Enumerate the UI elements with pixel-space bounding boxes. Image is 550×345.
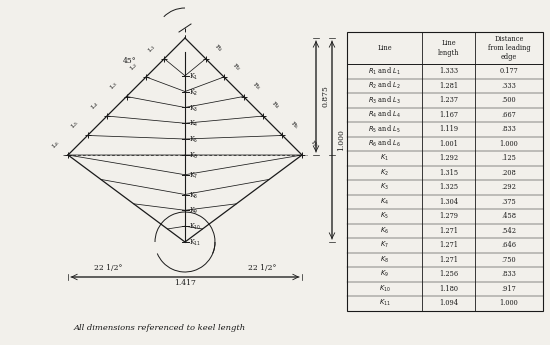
Text: 22 1/2°: 22 1/2° <box>94 264 122 272</box>
Text: $K_{9}$: $K_{9}$ <box>380 269 389 279</box>
Text: 1.304: 1.304 <box>439 198 458 206</box>
Text: L$_2$: L$_2$ <box>128 61 140 73</box>
Text: .833: .833 <box>502 270 516 278</box>
Text: R$_3$: R$_3$ <box>250 80 262 92</box>
Text: $K_{10}$: $K_{10}$ <box>378 284 390 294</box>
Text: K$_3$: K$_3$ <box>189 104 199 114</box>
Text: 1.167: 1.167 <box>439 111 458 119</box>
Text: R$_5$: R$_5$ <box>288 119 301 131</box>
Text: K$_9$: K$_9$ <box>189 206 199 216</box>
Text: R$_1$: R$_1$ <box>212 42 224 55</box>
Text: 1.315: 1.315 <box>439 169 458 177</box>
Text: 1.000: 1.000 <box>499 140 518 148</box>
Text: 1.237: 1.237 <box>439 96 458 104</box>
Text: 1.000: 1.000 <box>499 299 518 307</box>
Text: 1.325: 1.325 <box>439 183 458 191</box>
Text: $R_{6}$ and $L_{6}$: $R_{6}$ and $L_{6}$ <box>368 138 401 149</box>
Text: $K_{11}$: $K_{11}$ <box>378 298 390 308</box>
Text: R$_2$: R$_2$ <box>230 60 243 73</box>
Text: $R_{4}$ and $L_{4}$: $R_{4}$ and $L_{4}$ <box>368 109 401 120</box>
Text: 1.279: 1.279 <box>439 212 458 220</box>
Text: $K_{2}$: $K_{2}$ <box>380 168 389 178</box>
Text: 0.177: 0.177 <box>499 67 518 75</box>
Text: 45°: 45° <box>123 57 137 65</box>
Text: 1.180: 1.180 <box>439 285 458 293</box>
Text: K$_2$: K$_2$ <box>189 87 199 98</box>
Text: 1.000: 1.000 <box>337 129 345 151</box>
Text: L$_5$: L$_5$ <box>69 119 81 131</box>
Text: 1.281: 1.281 <box>439 82 458 90</box>
Text: K$_7$: K$_7$ <box>189 171 199 181</box>
Text: K$_1$: K$_1$ <box>189 72 199 82</box>
Text: 1.001: 1.001 <box>439 140 458 148</box>
Text: All dimensions referenced to keel length: All dimensions referenced to keel length <box>74 324 246 332</box>
Text: .833: .833 <box>502 125 516 133</box>
Text: .125: .125 <box>502 154 516 162</box>
Text: 1.256: 1.256 <box>439 270 458 278</box>
Text: .500: .500 <box>502 96 516 104</box>
Text: 1.292: 1.292 <box>439 154 458 162</box>
Text: 1.333: 1.333 <box>439 67 458 75</box>
Bar <box>347 32 543 310</box>
Text: $K_{1}$: $K_{1}$ <box>380 153 389 163</box>
Text: 1.271: 1.271 <box>439 241 458 249</box>
Text: L$_1$: L$_1$ <box>146 42 158 55</box>
Text: K$_{10}$: K$_{10}$ <box>189 222 201 232</box>
Text: $R_{5}$ and $L_{5}$: $R_{5}$ and $L_{5}$ <box>368 124 401 135</box>
Text: .750: .750 <box>502 256 516 264</box>
Text: L$_4$: L$_4$ <box>89 100 101 112</box>
Text: Line
length: Line length <box>438 39 459 57</box>
Text: 22 1/2°: 22 1/2° <box>248 264 276 272</box>
Text: 1.119: 1.119 <box>439 125 458 133</box>
Text: .458: .458 <box>502 212 516 220</box>
Text: .917: .917 <box>502 285 516 293</box>
Text: $R_{2}$ and $L_{2}$: $R_{2}$ and $L_{2}$ <box>368 80 401 91</box>
Text: R$_6$: R$_6$ <box>308 138 321 151</box>
Text: .542: .542 <box>502 227 516 235</box>
Text: $K_{8}$: $K_{8}$ <box>380 255 389 265</box>
Text: K$_5$: K$_5$ <box>189 135 199 145</box>
Text: 1.271: 1.271 <box>439 256 458 264</box>
Text: $R_{1}$ and $L_{1}$: $R_{1}$ and $L_{1}$ <box>368 66 401 77</box>
Text: .667: .667 <box>502 111 516 119</box>
Text: 0.875: 0.875 <box>321 86 329 107</box>
Text: .333: .333 <box>502 82 516 90</box>
Text: K$_6$: K$_6$ <box>189 151 199 161</box>
Text: .292: .292 <box>502 183 516 191</box>
Text: .646: .646 <box>502 241 516 249</box>
Text: L$_6$: L$_6$ <box>50 139 62 151</box>
Text: K$_4$: K$_4$ <box>189 119 199 129</box>
Text: .375: .375 <box>502 198 516 206</box>
Text: $R_{3}$ and $L_{3}$: $R_{3}$ and $L_{3}$ <box>368 95 401 106</box>
Text: R$_4$: R$_4$ <box>269 99 282 112</box>
Text: $K_{3}$: $K_{3}$ <box>380 182 389 193</box>
Text: K$_8$: K$_8$ <box>189 190 199 200</box>
Text: .208: .208 <box>502 169 516 177</box>
Text: 1.271: 1.271 <box>439 227 458 235</box>
Text: $K_{7}$: $K_{7}$ <box>380 240 389 250</box>
Text: Line: Line <box>377 44 392 52</box>
Text: L$_3$: L$_3$ <box>108 80 120 92</box>
Text: 1.094: 1.094 <box>439 299 458 307</box>
Text: 1.417: 1.417 <box>174 279 196 287</box>
Text: Distance
from leading
edge: Distance from leading edge <box>488 35 530 61</box>
Text: $K_{4}$: $K_{4}$ <box>380 197 389 207</box>
Text: $K_{6}$: $K_{6}$ <box>380 226 389 236</box>
Text: $K_{5}$: $K_{5}$ <box>380 211 389 221</box>
Text: K$_{11}$: K$_{11}$ <box>189 238 201 248</box>
